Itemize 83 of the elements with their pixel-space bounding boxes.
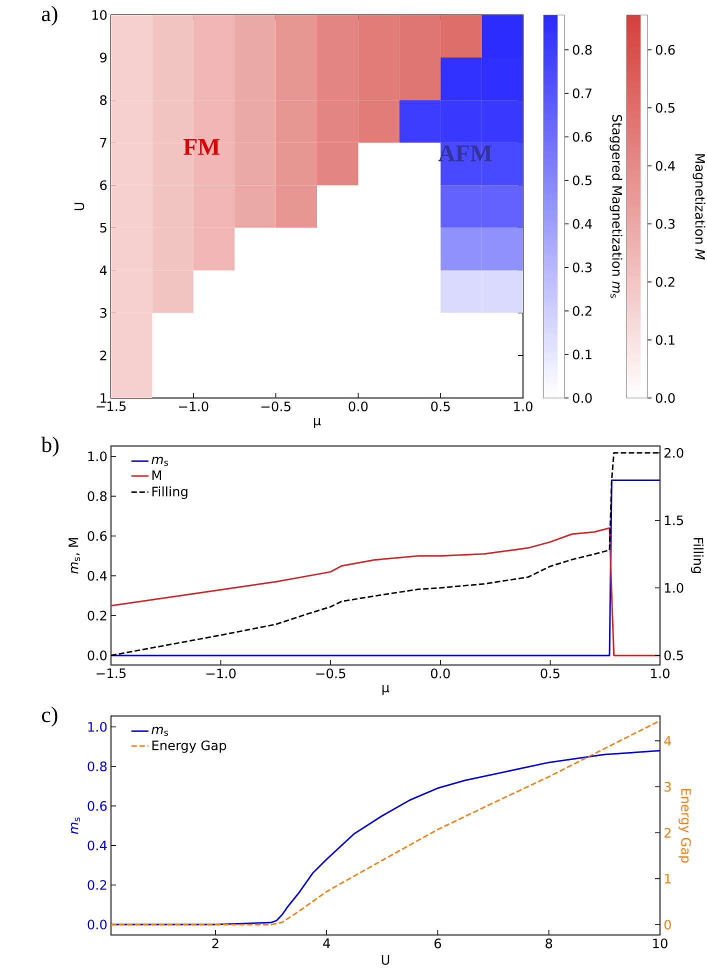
color-bar-label: 0.2 [656,277,674,287]
y-axis-title: m$_{s}$ [70,818,80,834]
legend-label: m$_{s}$ [152,456,168,466]
color-bar-label: 0.6 [656,44,675,55]
color-bar-label: 0.3 [656,219,675,229]
x-tick-label: −0.5 [316,668,346,678]
color-bar-label: 0.2 [572,306,592,316]
x-axis-title: μ [382,685,390,695]
y-tick-label: 10 [92,10,107,20]
text: a) [42,6,58,26]
color-bar-label: 0.5 [656,102,674,113]
text: c) [42,706,58,727]
y-tick-label: 6 [100,180,107,190]
y2-tick-label: 1.5 [664,516,683,526]
legend-label: m$_{s}$ [152,726,168,736]
color-bar-label: 0.3 [572,262,592,272]
y-tick-label: 0.4 [88,570,107,581]
legend-label: M [152,470,162,480]
y-tick-label: 0.2 [88,610,106,621]
color-bar-label: 0.6 [572,132,592,142]
x-tick-label: 8 [546,938,552,948]
x-tick-label: 4 [323,938,330,948]
y-tick-label: 0.2 [88,880,106,890]
color-bar-label: 0.0 [572,393,592,403]
x-tick-label: 0.5 [540,668,560,678]
y-tick-label: 5 [100,222,106,233]
legend-label: Energy Gap [152,740,226,753]
x-axis-title: μ [314,418,321,428]
y-tick-label: 0.6 [88,801,107,811]
x-tick-label: −1.5 [96,402,126,412]
y-axis-title: U [74,202,84,210]
color-bar-label: 0.8 [572,44,592,55]
x-axis-title: U [382,955,390,965]
y2-tick-label: 2 [664,828,670,838]
color-bar-label: 0.7 [572,88,592,98]
y-tick-label: 0.4 [88,840,107,850]
x-tick-label: 1.0 [651,668,670,678]
color-bar-title: Staggered Magnetization m$_{s}$ [610,115,622,298]
x-tick-label: 6 [434,938,442,948]
y-tick-label: 0.0 [88,920,107,930]
y2-axis-title: Filling [690,538,704,574]
x-tick-label: −0.5 [261,402,290,412]
color-bar-label: 0.5 [572,175,592,186]
x-tick-label: 0.5 [431,402,450,412]
color-bar-label: 0.1 [572,350,592,360]
y-tick-label: 0.8 [88,762,107,772]
color-bar-label: 0.4 [656,160,675,171]
y-tick-label: 0.0 [88,650,107,660]
y2-tick-label: 4 [664,736,672,746]
x-tick-label: 10 [653,938,668,948]
y-tick-label: 9 [100,52,107,62]
y2-tick-label: 0 [664,920,671,930]
y-tick-label: 0.6 [88,531,107,541]
legend-label: Filling [152,486,188,499]
y2-tick-label: 1.0 [664,583,684,593]
y-tick-label: 7 [100,138,106,148]
color-bar-title: Magnetization M [692,154,706,260]
y-axis-title: m$_{s}$, M [68,538,80,574]
color-bar-label: 0.0 [656,393,675,403]
x-tick-label: 1.0 [514,402,532,412]
y2-tick-label: 2.0 [664,448,684,458]
y-tick-label: 3 [100,308,106,318]
y-tick-label: 1 [100,393,106,403]
x-tick-label: −1.0 [179,402,208,412]
y-tick-label: 4 [100,266,107,276]
y2-tick-label: 3 [664,782,671,792]
x-tick-label: 2 [212,938,218,948]
y-tick-label: 1.0 [88,722,107,732]
x-tick-label: 0.0 [348,402,368,412]
x-tick-label: −1.5 [96,668,126,678]
y2-tick-label: 1 [664,874,671,884]
text: b) [41,436,59,457]
y-tick-label: 0.8 [88,491,107,502]
x-tick-label: 0.0 [430,668,450,678]
color-bar-label: 0.1 [656,335,674,345]
y-tick-label: 8 [100,95,107,106]
y2-tick-label: 0.5 [664,650,683,660]
y2-axis-title: Energy Gap [678,788,691,863]
y-tick-label: 1.0 [88,451,107,462]
x-tick-label: −1.0 [206,668,236,678]
annotation: FM [183,139,220,155]
y-tick-label: 2 [100,350,106,360]
color-bar-label: 0.4 [572,219,592,229]
